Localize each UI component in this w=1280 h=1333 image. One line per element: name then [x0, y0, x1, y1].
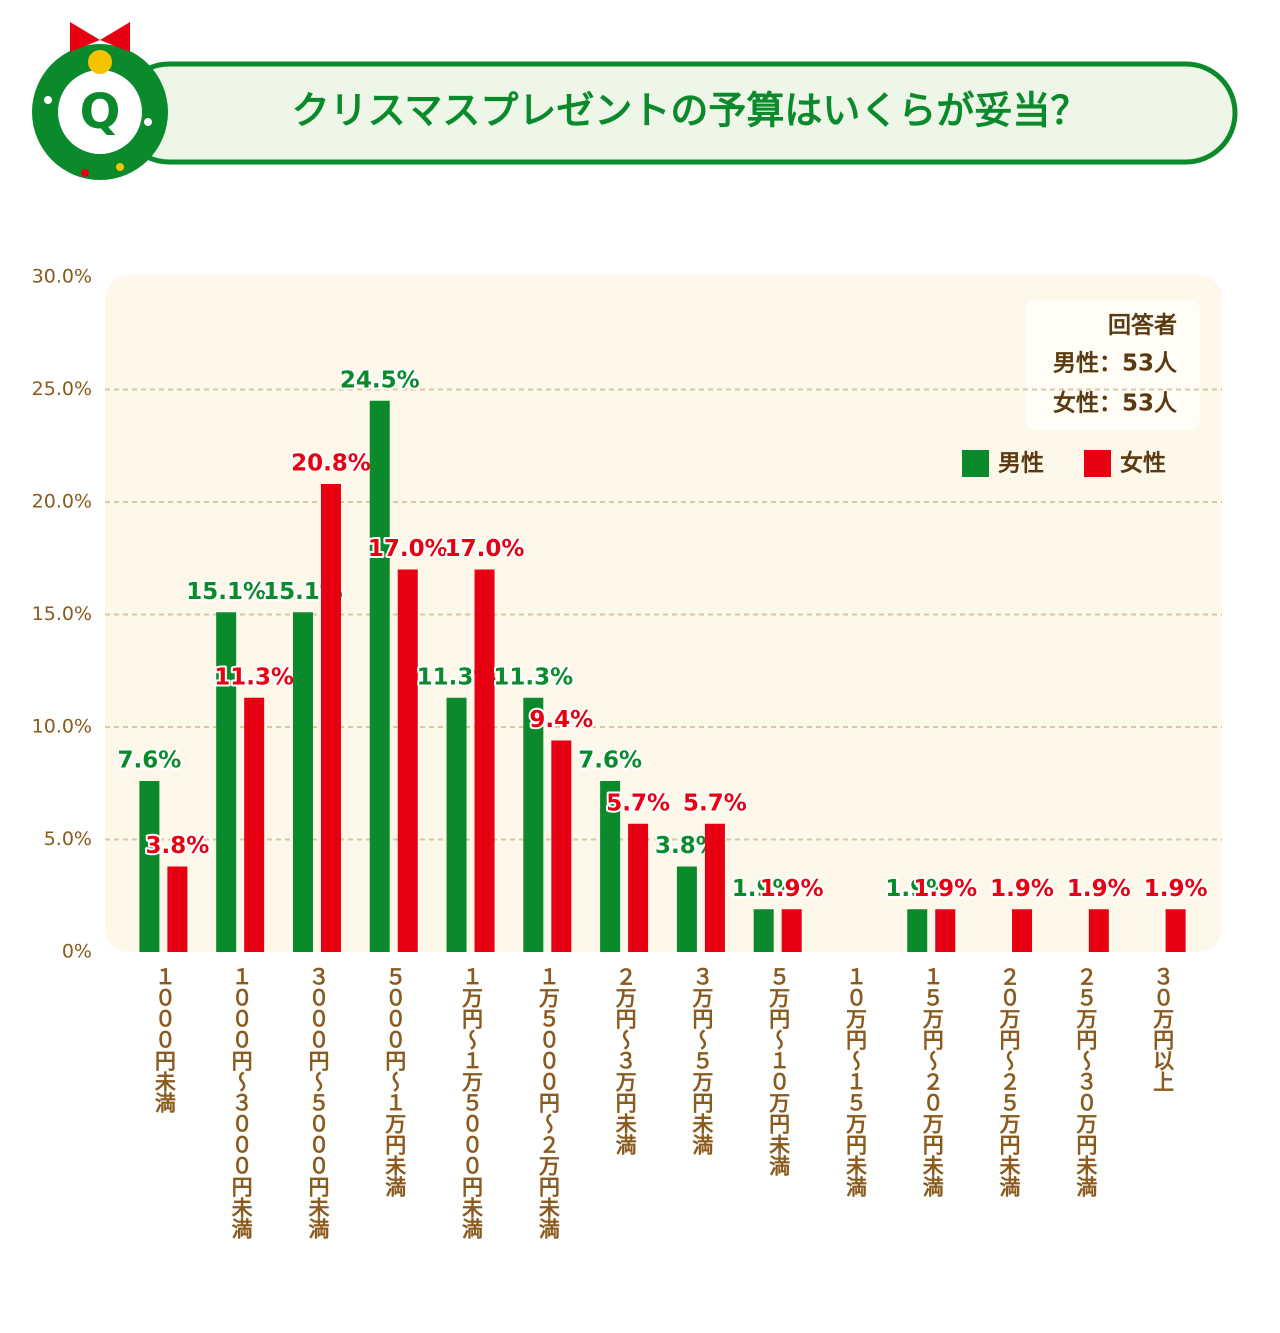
x-tick-label: １万５０００円～２万円未満: [536, 966, 561, 1239]
value-label: 11.3%: [493, 664, 573, 690]
bow: [70, 22, 130, 52]
bar: [1012, 909, 1033, 952]
bar: [139, 781, 160, 952]
value-label: 5.7%: [606, 790, 670, 816]
bar: [753, 909, 774, 952]
value-label: 1.9%: [913, 876, 977, 902]
chart-title: クリスマスプレゼントの予算はいくらが妥当？: [292, 89, 1089, 133]
value-label: 7.6%: [578, 748, 642, 774]
y-tick-label: 30.0%: [32, 266, 92, 288]
x-tick-label: ５０００円～１万円未満: [383, 966, 408, 1197]
value-label: 1.9%: [732, 876, 796, 902]
bar: [523, 697, 544, 952]
x-tick-label: ３万円～５万円未満: [690, 966, 715, 1155]
value-label: 5.7%: [683, 790, 747, 816]
wreath-center: [58, 70, 142, 154]
wreath-dot: [81, 169, 89, 177]
value-label: 20.8%: [291, 451, 371, 477]
bar: [474, 569, 495, 952]
bar: [1088, 909, 1109, 952]
value-label: 9.4%: [529, 707, 593, 733]
wreath-dot: [144, 118, 152, 126]
legend-label: 男性: [998, 451, 1044, 477]
bar: [628, 823, 649, 952]
legend-swatch: [1084, 450, 1111, 477]
bar: [935, 909, 956, 952]
x-tick-label: １０００円～３０００円未満: [229, 966, 253, 1239]
value-label: 11.3%: [214, 664, 294, 690]
wreath-dot: [116, 163, 124, 171]
value-label: 1.9%: [1067, 876, 1131, 902]
y-tick-label: 10.0%: [32, 716, 92, 738]
annotation: 回答者: [1108, 312, 1177, 339]
x-tick-label: ３０万円以上: [1151, 966, 1176, 1092]
value-label: 7.6%: [117, 748, 181, 774]
bar: [216, 612, 237, 952]
annotation: 女性：53人: [1053, 390, 1178, 417]
y-tick-label: 0%: [62, 941, 92, 963]
x-tick-label: ５万円～１０万円未満: [767, 966, 792, 1176]
x-tick-label: ２０万円～２５万円未満: [997, 966, 1022, 1197]
value-label: 1.9%: [1144, 876, 1208, 902]
bar: [551, 740, 572, 952]
wreath-dot: [44, 96, 52, 104]
value-label: 1.9%: [885, 876, 949, 902]
bar: [244, 697, 265, 952]
value-label: 1.9%: [990, 876, 1054, 902]
y-tick-label: 5.0%: [44, 828, 92, 850]
bar: [676, 866, 697, 952]
value-label: 24.5%: [340, 367, 420, 393]
bell: [88, 50, 112, 74]
value-label: 17.0%: [445, 536, 525, 562]
bar: [369, 400, 390, 952]
x-tick-label: ３０００円～５０００円未満: [306, 966, 330, 1239]
icon-label: Q: [80, 84, 121, 140]
annotation: 男性：53人: [1053, 351, 1178, 377]
x-tick-label: １０００円未満: [152, 966, 176, 1113]
value-label: 15.1%: [186, 579, 266, 605]
value-label: 17.0%: [368, 536, 448, 562]
y-tick-label: 25.0%: [32, 378, 92, 400]
bar: [600, 781, 621, 952]
bar: [704, 823, 725, 952]
bar: [320, 484, 341, 952]
bar: [167, 866, 188, 952]
bar: [292, 612, 313, 952]
bar: [446, 697, 467, 952]
y-tick-label: 20.0%: [32, 491, 92, 513]
value-label: 1.9%: [760, 876, 824, 902]
y-tick-label: 15.0%: [32, 603, 92, 625]
legend-swatch: [962, 450, 989, 477]
bar: [1165, 909, 1186, 952]
x-tick-label: １５万円～２０万円未満: [920, 966, 945, 1197]
x-tick-label: １万円～１万５０００円未満: [460, 966, 485, 1239]
x-tick-label: １０万円～１５万円未満: [843, 966, 868, 1197]
legend-label: 女性: [1120, 450, 1166, 477]
bar: [781, 909, 802, 952]
bar: [907, 909, 928, 952]
note-box: [1025, 300, 1200, 430]
x-tick-label: ２５万円～３０万円未満: [1074, 966, 1099, 1197]
value-label: 3.8%: [145, 833, 209, 859]
x-tick-label: ２万円～３万円未満: [613, 966, 638, 1155]
bar: [397, 569, 418, 952]
